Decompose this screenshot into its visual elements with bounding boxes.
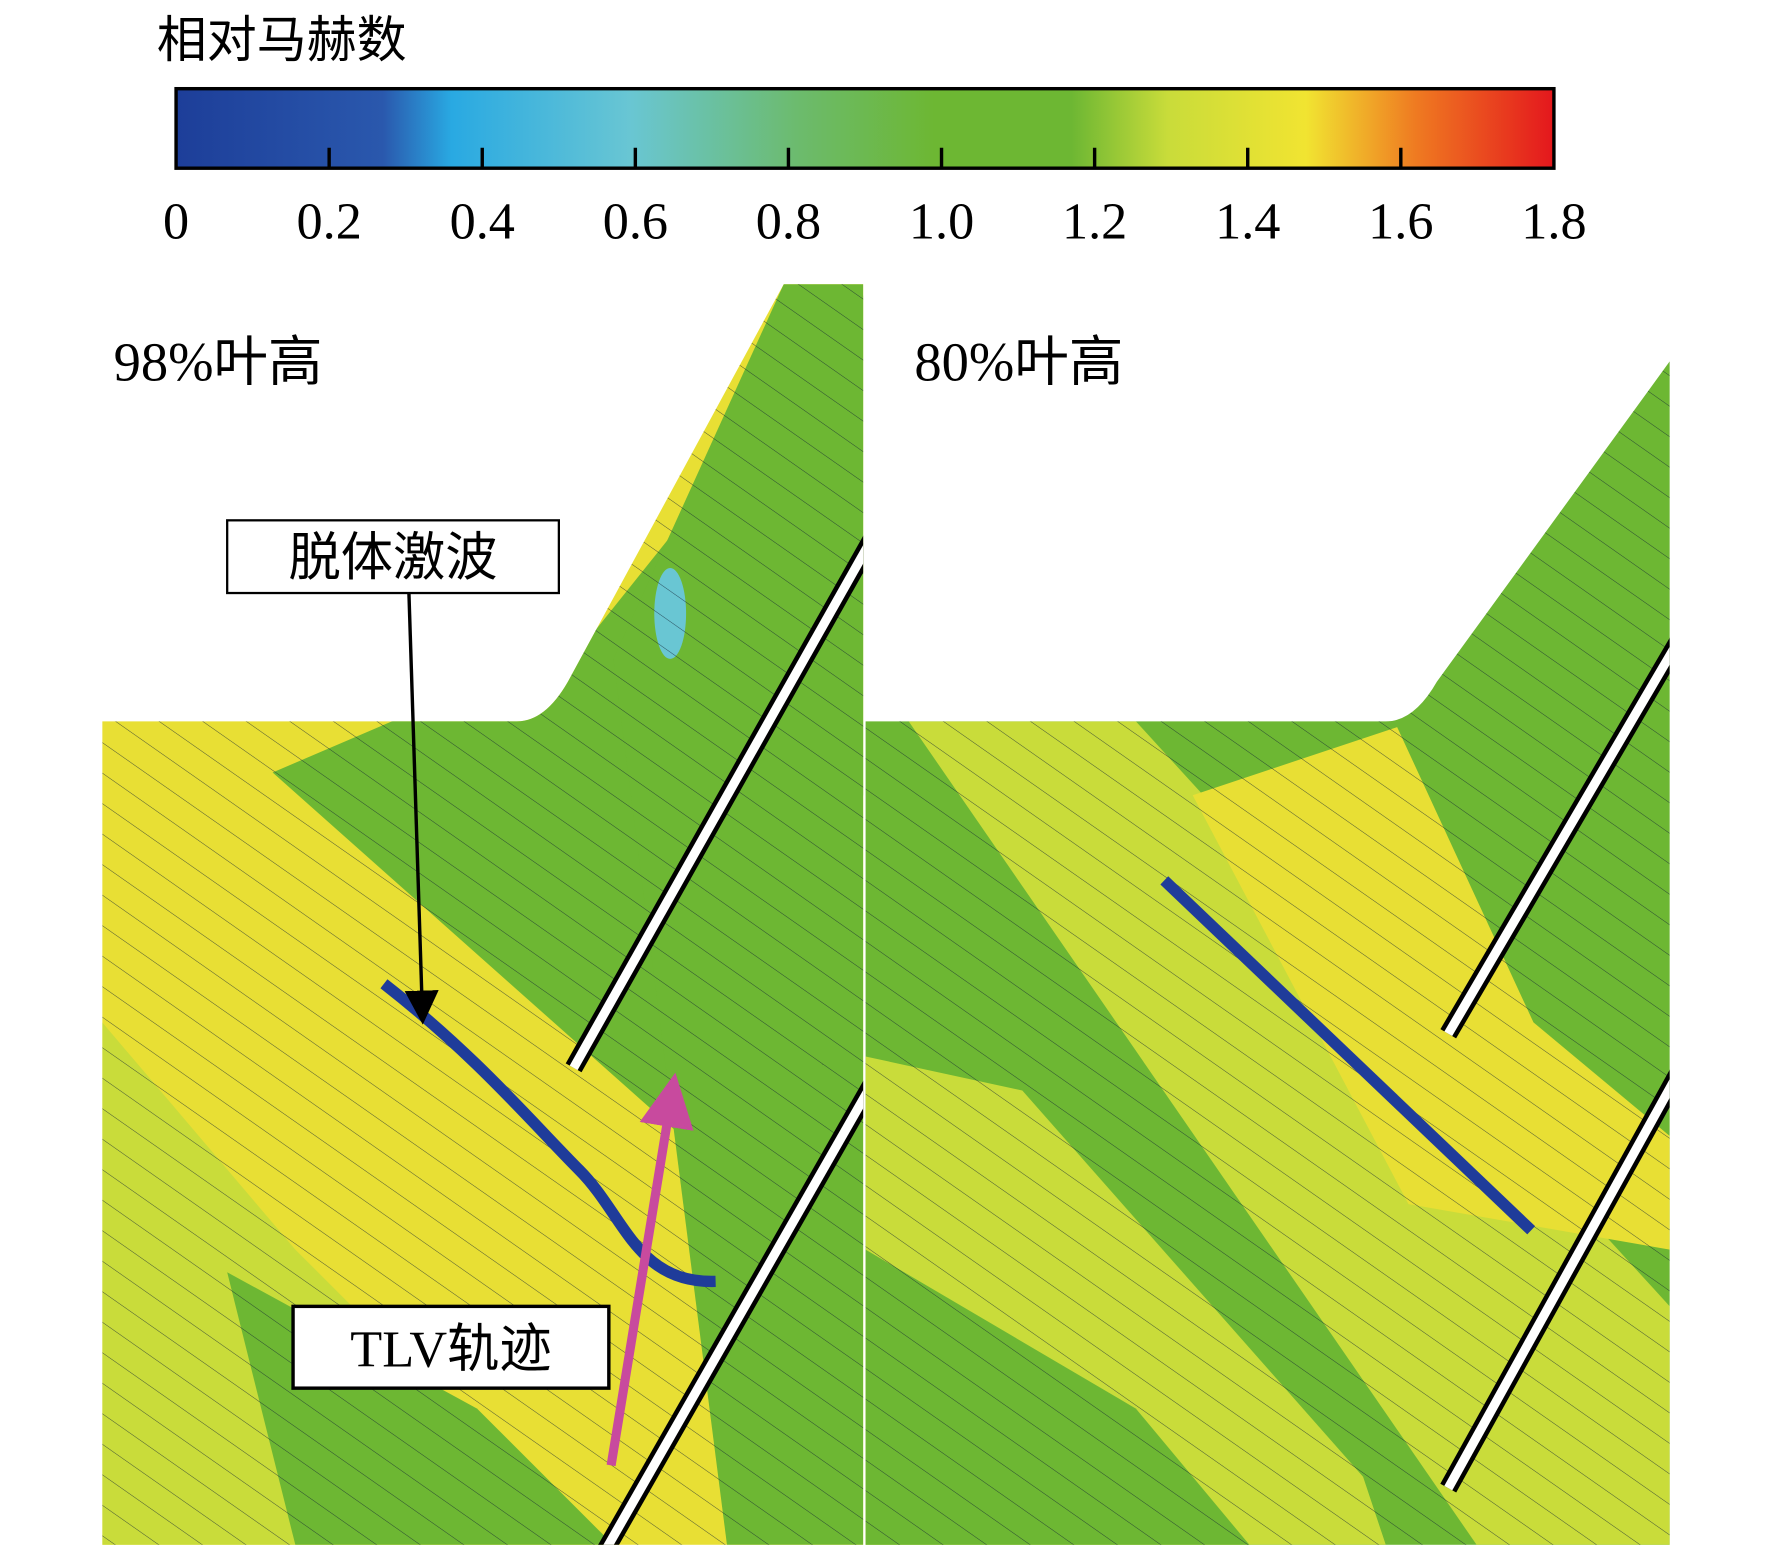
annotation-box bbox=[291, 1304, 611, 1390]
annotation-box bbox=[226, 519, 560, 595]
annotation-arrow bbox=[404, 592, 439, 1025]
colorbar-tick-label: 1.8 bbox=[1521, 193, 1586, 251]
colorbar-tick-label: 0.8 bbox=[756, 193, 821, 251]
colorbar-tick-label: 1.4 bbox=[1215, 193, 1280, 251]
colorbar-tick-label: 1.2 bbox=[1062, 193, 1127, 251]
panel-label: 80%叶高 bbox=[914, 332, 1123, 393]
shock-line bbox=[380, 979, 716, 1288]
contour-80 bbox=[865, 361, 1670, 1545]
colorbar-tick-label: 0.6 bbox=[603, 193, 668, 251]
contour-98 bbox=[102, 284, 864, 1545]
colorbar-tick-label: 1.6 bbox=[1368, 193, 1433, 251]
colorbar-tick-label: 1.0 bbox=[909, 193, 974, 251]
tlv-arrow bbox=[606, 1072, 694, 1467]
annotation: TLV轨迹 bbox=[350, 1321, 551, 1379]
shock-line bbox=[1160, 876, 1536, 1235]
colorbar-tick-label: 0.4 bbox=[450, 193, 515, 251]
colorbar-title: 相对马赫数 bbox=[157, 12, 407, 68]
colorbar-tick-label: 0 bbox=[163, 193, 189, 251]
panel-label: 98%叶高 bbox=[114, 332, 323, 393]
colorbar-tick-label: 0.2 bbox=[297, 193, 362, 251]
colorbar bbox=[174, 86, 1556, 170]
annotation: 脱体激波 bbox=[289, 529, 498, 587]
